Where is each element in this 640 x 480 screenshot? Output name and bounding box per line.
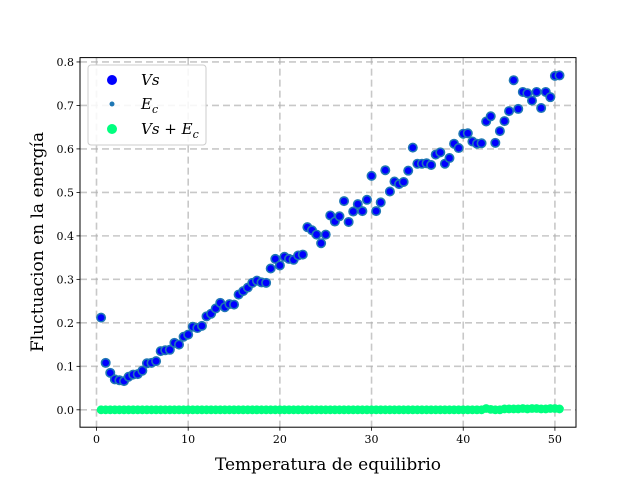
vs-point [531,86,542,97]
vs-point [508,75,519,86]
vs-point [164,344,175,355]
series-vs-plus-ec [96,404,564,415]
vs-point [100,357,111,368]
vs-point [536,103,547,114]
vs-point [485,111,496,122]
vs-point [499,116,510,127]
vs-point [229,299,240,310]
vs-point [96,312,107,323]
vs-point [366,170,377,181]
y-axis: 0.0 0.1 0.2 0.3 0.4 0.5 0.6 0.7 0.8 [57,56,80,417]
legend-marker-vs-plus-ec [107,124,117,134]
x-tick-label: 30 [365,433,379,446]
vs-point [545,92,556,103]
legend-marker-vs [107,75,117,85]
legend-marker-ec [109,101,115,107]
vs-point [320,229,331,240]
y-tick-label: 0.3 [57,273,75,286]
y-tick-label: 0.5 [57,186,75,199]
vs-point [462,128,473,139]
vs-point [270,253,281,264]
vs-point [137,365,148,376]
vs-point [504,106,515,117]
vs-point [316,238,327,249]
vs-point [339,196,350,207]
vs-point [490,137,501,148]
vs-point [183,329,194,340]
x-tick-label: 20 [273,433,287,446]
vs-point [265,263,276,274]
vs-point [444,153,455,164]
vs-point [105,367,116,378]
legend-label-ec-main: E [140,95,152,113]
legend-label-vs-plus-ec-main: Vs + E [141,120,193,138]
vs-point [352,199,363,210]
y-tick-label: 0.6 [57,143,75,156]
series-vs [96,70,565,387]
vs-point [426,160,437,171]
vs-point [375,197,386,208]
x-tick-label: 0 [93,433,100,446]
x-axis: 0 10 20 30 40 50 [93,427,562,446]
vs-point [297,249,308,260]
vs-point [453,143,464,154]
vs-point [384,186,395,197]
legend: Vs Ec Vs + Ec [87,64,207,146]
legend-label-vs: Vs [141,71,160,89]
vs-point [513,103,524,114]
vs-point [311,229,322,240]
legend-label-ec-sub: c [152,103,158,116]
legend-box [87,64,207,146]
vs-point [554,70,565,81]
legend-label-vs-plus-ec-sub: c [193,128,199,141]
vs-point [196,320,207,331]
vs-point [435,147,446,158]
legend-label-ec: Ec [140,95,158,116]
vs-point [522,88,533,99]
vs-point [151,356,162,367]
grid [80,57,576,428]
vs-point [526,95,537,106]
vs-point [361,194,372,205]
legend-label-vs-plus-ec: Vs + Ec [141,120,199,141]
y-tick-label: 0.7 [57,99,75,112]
vs-point [334,211,345,222]
y-tick-label: 0.8 [57,56,75,69]
vs-point [407,142,418,153]
vs-point [371,206,382,217]
y-tick-label: 0.1 [57,360,75,373]
vs-point [174,339,185,350]
vs-point [476,138,487,149]
vs-point [357,206,368,217]
plot-frame [79,57,577,428]
y-tick-label: 0.2 [57,317,75,330]
vs-point [261,277,272,288]
vs-point [274,260,285,271]
vs-plus-ec-point [555,404,564,414]
vs-point [494,126,505,137]
x-tick-label: 10 [181,433,195,446]
x-tick-label: 50 [548,433,562,446]
vs-point [343,216,354,227]
x-tick-label: 40 [456,433,470,446]
y-tick-label: 0.0 [57,404,75,417]
y-axis-label: Fluctuacion en la energía [28,132,48,352]
x-axis-label: Temperatura de equilibrio [215,455,441,475]
vs-point [380,165,391,176]
vs-point [398,176,409,187]
y-tick-label: 0.4 [57,230,75,243]
vs-point [403,165,414,176]
